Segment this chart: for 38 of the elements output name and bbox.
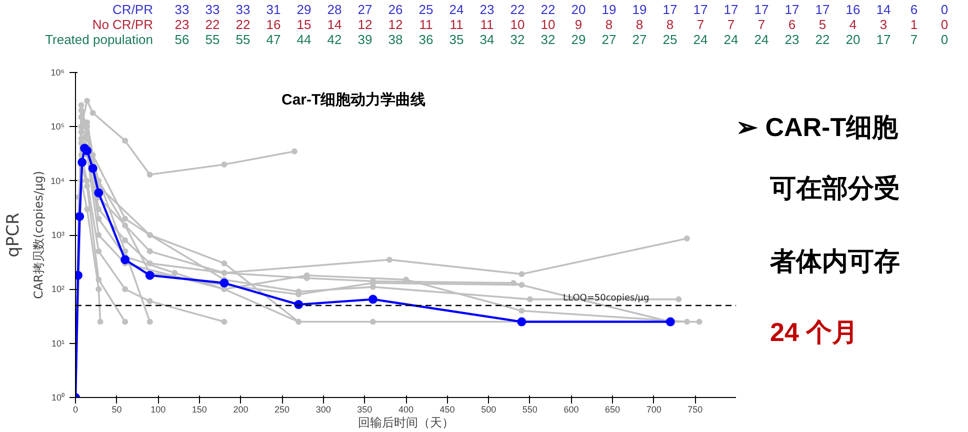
x-axis-title: 回输后时间（天）	[358, 416, 454, 430]
text: qPCR	[4, 212, 24, 258]
y-tick-label: 10¹	[51, 338, 65, 348]
text: Treated population	[45, 32, 153, 47]
x-tick-label: 100	[150, 404, 166, 414]
x-tick-label: 0	[72, 404, 78, 414]
y-tick-label: 10⁰	[51, 392, 65, 402]
x-tick-label: 600	[564, 404, 579, 414]
y-tick-label: 10²	[51, 284, 65, 294]
x-tick-label: 700	[646, 404, 662, 414]
text: 56 55 55 47 44 42 39 38 36 35 34 32 32 29 27 27 25 24 24 24 23 22 20 17 7 0	[174, 32, 948, 47]
ref-line-label: LLOQ=50copies/μg	[562, 293, 650, 304]
annotation: ➢ CAR-T细胞	[736, 112, 898, 142]
x-tick-label: 200	[233, 404, 248, 414]
y-axis-title: CAR拷贝数(copies/μg)	[32, 170, 46, 300]
x-tick-label: 250	[274, 404, 290, 414]
x-tick-label: 750	[688, 404, 703, 414]
text: 可在部分受	[770, 173, 900, 203]
x-tick-label: 400	[398, 404, 414, 414]
x-tick-label: 50	[112, 404, 122, 414]
text: 24 个月	[770, 317, 858, 347]
text: 者体内可存	[770, 246, 900, 276]
x-tick-label: 650	[605, 404, 620, 414]
x-tick-label: 500	[481, 404, 496, 414]
text: 33 33 33 31 29 28 27 26 25 24 23 22 22 20 19 19 17 17 17 17 17 17 16 14 6 0	[174, 2, 948, 17]
y-tick-label: 10⁴	[50, 176, 65, 186]
x-tick-label: 150	[192, 404, 207, 414]
x-tick-label: 300	[316, 404, 331, 414]
x-tick-label: 550	[522, 404, 538, 414]
y-tick-label: 10⁶	[50, 68, 65, 78]
text: 23 22 22 16 15 14 12 12 11 11 11 10 10 9 8 8 8 7 7 7 6 5 4 3 1 0	[174, 17, 948, 32]
y-tick-label: 10⁵	[50, 122, 65, 132]
x-tick-label: 350	[357, 404, 372, 414]
y-tick-label: 10³	[51, 230, 65, 240]
text: CR/PR	[112, 2, 153, 17]
text: No CR/PR	[92, 17, 153, 32]
text: Car-T细胞动力学曲线	[282, 92, 426, 108]
x-tick-label: 450	[440, 404, 455, 414]
